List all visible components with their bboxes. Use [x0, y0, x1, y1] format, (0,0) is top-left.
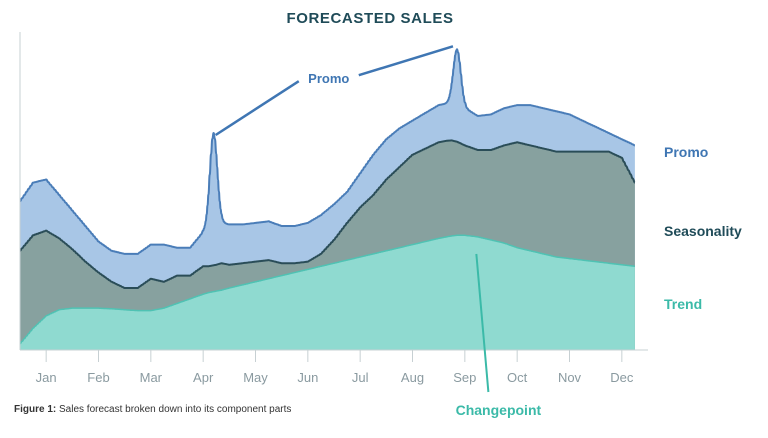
x-tick-label-jul: Jul — [352, 370, 369, 385]
x-tick-label-aug: Aug — [401, 370, 424, 385]
series-label-promo: Promo — [664, 144, 708, 160]
annotations: Promo Changepoint — [214, 45, 542, 418]
area-trend — [20, 235, 635, 350]
promo-pointer-right — [358, 45, 454, 77]
figure-caption: Figure 1: Sales forecast broken down int… — [14, 404, 291, 415]
caption-prefix: Figure 1: — [14, 404, 57, 415]
x-tick-label-dec: Dec — [610, 370, 634, 385]
x-tick-label-sep: Sep — [453, 370, 476, 385]
area-edges — [19, 48, 636, 345]
axes — [19, 32, 648, 351]
edge-seasonality — [19, 139, 636, 289]
edge-promo — [19, 48, 636, 255]
edge-trend — [19, 234, 635, 345]
area-layers — [20, 49, 635, 351]
series-label-trend: Trend — [664, 296, 702, 312]
changepoint-pointer — [475, 253, 490, 393]
promo-annotation: Promo — [308, 71, 349, 86]
x-tick-label-oct: Oct — [507, 370, 528, 385]
caption-text: Sales forecast broken down into its comp… — [59, 404, 292, 415]
series-labels: Promo Seasonality Trend — [664, 144, 742, 312]
x-tick-label-apr: Apr — [193, 370, 214, 385]
x-tick-label-may: May — [243, 370, 268, 385]
x-axis-ticks: Jan Feb Mar Apr May Jun Jul Aug Sep Oct Nov Dec — [36, 350, 634, 385]
x-tick-label-mar: Mar — [140, 370, 163, 385]
chart-title: FORECASTED SALES — [286, 10, 454, 27]
series-label-seasonality: Seasonality — [664, 223, 742, 239]
changepoint-annotation: Changepoint — [456, 402, 542, 418]
x-tick-label-nov: Nov — [558, 370, 582, 385]
promo-pointer-left — [214, 80, 300, 137]
x-tick-label-jun: Jun — [297, 370, 318, 385]
x-tick-label-jan: Jan — [36, 370, 57, 385]
x-tick-label-feb: Feb — [87, 370, 109, 385]
